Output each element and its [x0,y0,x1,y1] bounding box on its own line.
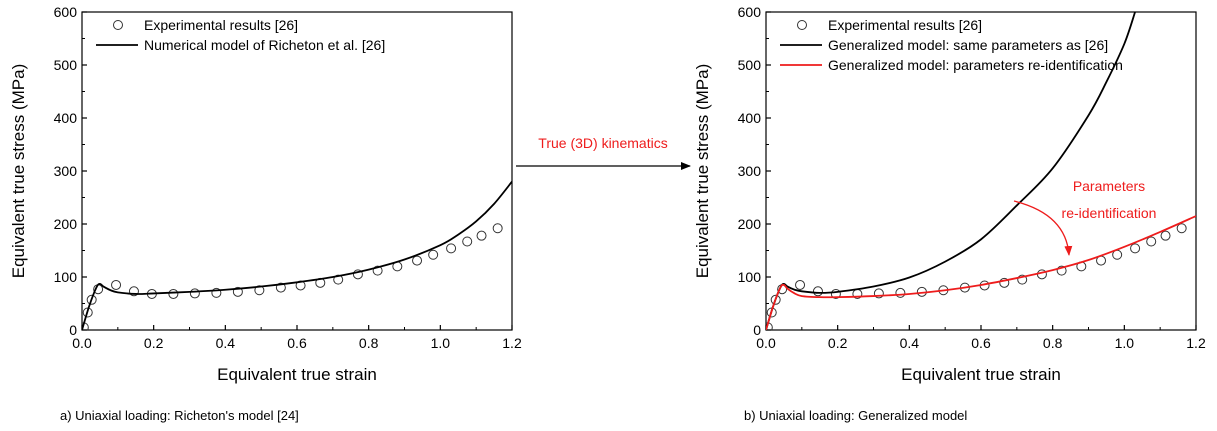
data-point-experimental-results-26 [830,288,841,299]
y-tick-label: 300 [54,163,78,179]
legend-label-generalized-model-parameters-re-identification: Generalized model: parameters re-identif… [828,57,1123,73]
y-tick-label: 600 [54,4,78,20]
y-tick-label: 0 [69,322,77,338]
x-tick-label: 0.2 [828,335,848,351]
y-tick-label: 600 [738,4,762,20]
x-tick-label: 1.0 [1115,335,1135,351]
data-point-experimental-results-26 [1146,236,1157,247]
y-tick-label: 0 [753,322,761,338]
data-point-experimental-results-26 [275,282,286,293]
data-point-experimental-results-26 [1160,230,1171,241]
legend-marker-experimental-results-26 [113,20,123,30]
legend-marker-experimental-results-26 [797,20,807,30]
data-point-experimental-results-26 [1130,243,1141,254]
series-line-numerical-model-of-richeton-et-al-26 [82,181,512,330]
legend-label-numerical-model-of-richeton-et-al-26: Numerical model of Richeton et al. [26] [144,37,385,53]
data-point-experimental-results-26 [128,286,139,297]
y-tick-label: 500 [738,57,762,73]
y-axis-label: Equivalent true stress (MPa) [693,64,712,278]
panel-caption: a) Uniaxial loading: Richeton's model [2… [60,408,299,423]
x-tick-label: 0.6 [287,335,307,351]
annotation-arrow [1013,200,1073,256]
x-tick-label: 1.2 [1186,335,1206,351]
x-tick-label: 0.8 [1043,335,1063,351]
data-point-experimental-results-26 [232,286,243,297]
series-line-generalized-model-same-parameters-as-26 [766,12,1136,330]
panel-caption: b) Uniaxial loading: Generalized model [744,408,967,423]
kinematics-arrow-group: True (3D) kinematics [516,135,691,170]
y-tick-label: 500 [54,57,78,73]
annotation-line-2: re-identification [1062,205,1157,221]
y-tick-label: 100 [54,269,78,285]
x-tick-label: 0.4 [216,335,236,351]
data-point-experimental-results-26 [999,277,1010,288]
data-point-experimental-results-26 [1176,223,1187,234]
data-point-experimental-results-26 [462,236,473,247]
data-point-experimental-results-26 [1017,274,1028,285]
kinematics-arrow-label: True (3D) kinematics [538,135,667,151]
y-tick-label: 200 [54,216,78,232]
annotation-line-1: Parameters [1073,178,1145,194]
x-tick-label: 0.8 [359,335,379,351]
data-point-experimental-results-26 [372,265,383,276]
x-tick-label: 0.4 [900,335,920,351]
legend-a: Experimental results [26] Numerical model… [96,17,385,53]
y-tick-label: 400 [54,110,78,126]
legend-label-experimental-results-26: Experimental results [26] [828,17,982,33]
chart-panel-b: 0.0 0.2 0.4 0.6 0.8 1.0 1.2 0 100 200 300 400 500 600… [693,4,1206,423]
x-tick-label: 1.0 [431,335,451,351]
data-point-experimental-results-26 [476,230,487,241]
x-tick-label: 0.0 [72,335,92,351]
data-point-experimental-results-26 [428,249,439,260]
legend-label-experimental-results-26: Experimental results [26] [144,17,298,33]
legend-label-generalized-model-same-parameters-as-26: Generalized model: same parameters as [2… [828,37,1108,53]
y-axis-label: Equivalent true stress (MPa) [9,64,28,278]
reidentification-annotation: Parameters re-identification [1013,178,1157,256]
data-point-experimental-results-26 [895,287,906,298]
data-point-experimental-results-26 [795,279,806,290]
y-tick-label: 400 [738,110,762,126]
data-point-experimental-results-26 [168,288,179,299]
y-tick-label: 100 [738,269,762,285]
data-point-experimental-results-26 [352,269,363,280]
data-point-experimental-results-26 [111,279,122,290]
data-point-experimental-results-26 [86,294,97,305]
x-tick-label: 0.2 [144,335,164,351]
legend-b: Experimental results [26] Generalized mod… [780,17,1123,73]
data-point-experimental-results-26 [492,223,503,234]
data-point-experimental-results-26 [812,286,823,297]
y-tick-label: 200 [738,216,762,232]
data-point-experimental-results-26 [446,243,457,254]
chart-panel-a: 0.0 0.2 0.4 0.6 0.8 1.0 1.2 0 100 200 300 400 500 600… [9,4,522,423]
data-point-experimental-results-26 [873,288,884,299]
x-axis-label: Equivalent true strain [901,365,1061,384]
x-tick-label: 0.6 [971,335,991,351]
x-tick-label: 0.0 [756,335,776,351]
data-point-experimental-results-26 [412,255,423,266]
data-point-experimental-results-26 [211,287,222,298]
x-tick-label: 1.2 [502,335,522,351]
data-point-experimental-results-26 [770,294,781,305]
data-point-experimental-results-26 [189,288,200,299]
x-axis-label: Equivalent true strain [217,365,377,384]
data-point-experimental-results-26 [1056,265,1067,276]
data-point-experimental-results-26 [254,285,265,296]
y-tick-label: 300 [738,163,762,179]
series-line-generalized-model-parameters-re-identification [766,215,1196,330]
